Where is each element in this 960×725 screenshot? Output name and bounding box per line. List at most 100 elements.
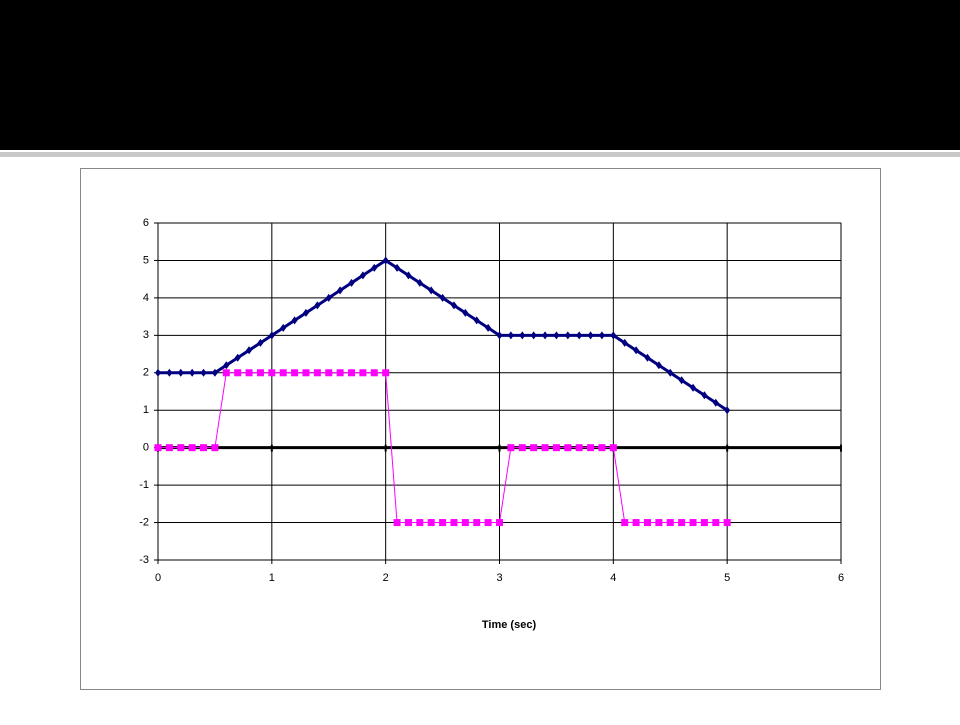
y-tick-label: 3 [143, 329, 149, 341]
marker [382, 256, 389, 265]
marker [268, 369, 276, 377]
marker [621, 338, 628, 347]
marker [690, 383, 697, 392]
marker [530, 444, 538, 452]
marker [485, 323, 492, 332]
marker [302, 308, 309, 317]
marker [667, 368, 674, 377]
x-tick-label: 1 [269, 572, 275, 584]
marker [724, 406, 731, 415]
marker [450, 301, 457, 310]
y-tick-label: 0 [143, 442, 149, 454]
marker [302, 369, 310, 377]
marker [507, 444, 515, 452]
marker [621, 519, 629, 527]
marker [154, 444, 162, 452]
marker [484, 519, 492, 527]
marker [564, 331, 571, 340]
marker [428, 286, 435, 295]
marker [643, 519, 651, 527]
marker [370, 369, 378, 377]
marker [689, 519, 697, 527]
marker [587, 444, 595, 452]
marker [200, 444, 208, 452]
marker [564, 444, 572, 452]
marker [507, 331, 514, 340]
marker [325, 369, 333, 377]
marker [257, 338, 264, 347]
marker [405, 271, 412, 280]
y-tick-label: -3 [139, 554, 149, 566]
marker [211, 368, 218, 377]
marker [576, 331, 583, 340]
x-tick-label: 4 [610, 572, 616, 584]
marker [313, 369, 321, 377]
marker [530, 331, 537, 340]
marker [211, 444, 219, 452]
marker [382, 369, 390, 377]
marker [291, 369, 299, 377]
marker [359, 271, 366, 280]
marker [598, 444, 606, 452]
marker [439, 519, 447, 527]
marker [518, 444, 526, 452]
marker [177, 444, 185, 452]
marker [223, 361, 230, 370]
marker [473, 316, 480, 325]
marker [279, 369, 287, 377]
marker [416, 519, 424, 527]
marker [222, 369, 230, 377]
marker [189, 368, 196, 377]
marker [450, 519, 458, 527]
marker [542, 331, 549, 340]
marker [610, 331, 617, 340]
y-tick-label: 5 [143, 254, 149, 266]
marker [371, 263, 378, 272]
marker [575, 444, 583, 452]
marker [394, 263, 401, 272]
y-tick-label: 4 [143, 292, 149, 304]
x-tick-label: 2 [383, 572, 389, 584]
marker [245, 369, 253, 377]
marker [553, 331, 560, 340]
marker [325, 293, 332, 302]
marker [552, 444, 560, 452]
marker [427, 519, 435, 527]
marker [496, 331, 503, 340]
y-tick-label: 1 [143, 404, 149, 416]
marker [359, 369, 367, 377]
y-tick-label: 6 [143, 217, 149, 229]
marker [337, 286, 344, 295]
marker [166, 368, 173, 377]
marker [155, 368, 161, 377]
y-tick-label: -2 [139, 516, 149, 528]
marker [473, 519, 481, 527]
x-tick-label: 5 [724, 572, 730, 584]
marker [393, 519, 401, 527]
marker [678, 376, 685, 385]
marker [246, 346, 253, 355]
marker [177, 368, 184, 377]
marker [723, 519, 731, 527]
marker [678, 519, 686, 527]
marker [280, 323, 287, 332]
marker [461, 519, 469, 527]
x-tick-label: 6 [838, 572, 844, 584]
marker [666, 519, 674, 527]
y-tick-label: -1 [139, 479, 149, 491]
marker [712, 398, 719, 407]
marker [336, 369, 344, 377]
marker [519, 331, 526, 340]
marker [632, 519, 640, 527]
marker [188, 444, 196, 452]
y-tick-label: 2 [143, 367, 149, 379]
marker [496, 519, 503, 527]
x-tick-label: 3 [496, 572, 502, 584]
x-tick-label: 0 [155, 572, 161, 584]
marker [256, 369, 264, 377]
marker [200, 368, 207, 377]
divider [0, 152, 960, 157]
marker [165, 444, 173, 452]
marker [701, 391, 708, 400]
title-band [0, 0, 960, 150]
